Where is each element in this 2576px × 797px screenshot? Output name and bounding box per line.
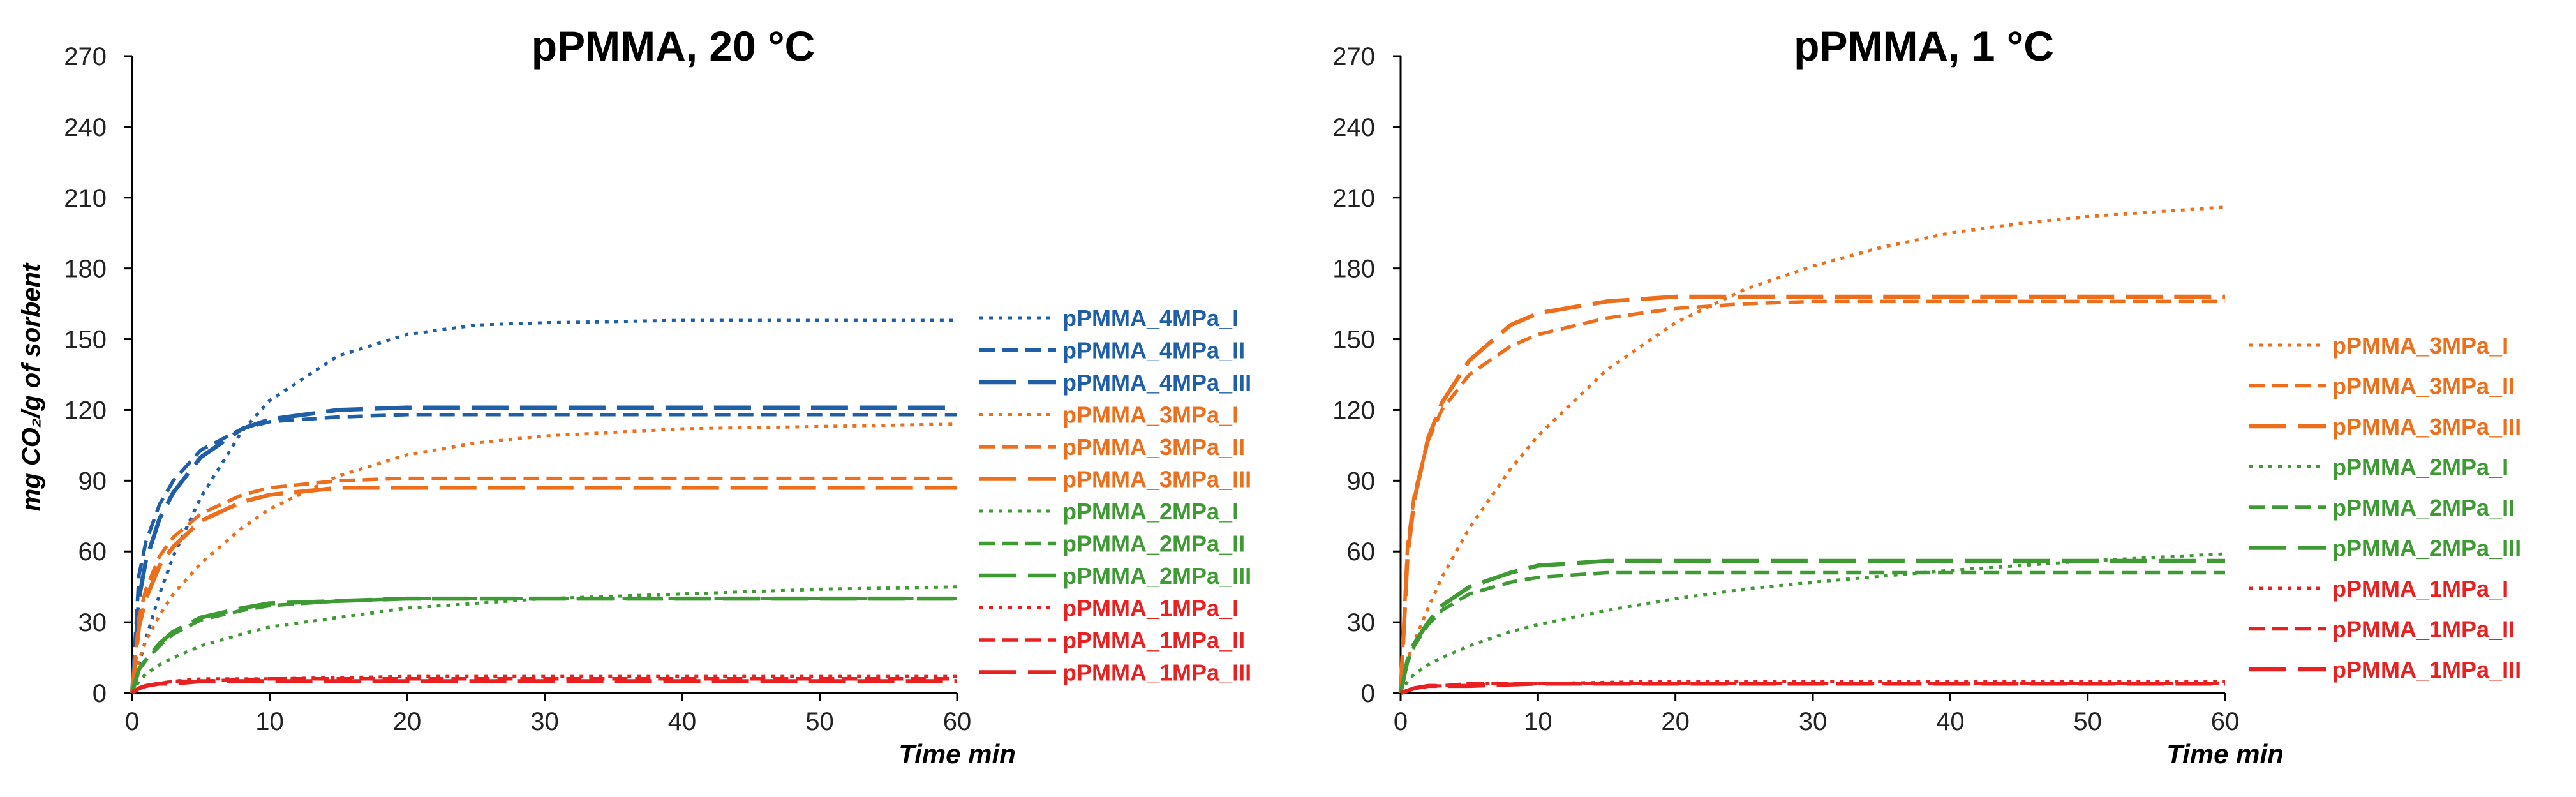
y-tick-label: 240 (1332, 114, 1375, 142)
series-line-pPMMA_2MPa_I (130, 585, 958, 694)
legend-label-pPMMA_1MPa_I: pPMMA_1MPa_I (1062, 595, 1239, 622)
series-line-pPMMA_3MPa_I (130, 422, 958, 694)
legend-label-pPMMA_2MPa_I: pPMMA_2MPa_I (2332, 454, 2508, 480)
chart-title: pPMMA, 20 °C (532, 22, 815, 70)
legend-label-pPMMA_2MPa_III: pPMMA_2MPa_III (2332, 535, 2521, 562)
x-tick-label: 60 (943, 708, 972, 736)
y-axis-label: mg CO₂/g of sorbent (17, 262, 45, 511)
legend-label-pPMMA_3MPa_I: pPMMA_3MPa_I (1062, 402, 1239, 428)
x-tick-label: 50 (2073, 708, 2102, 736)
series-line-pPMMA_4MPa_I (130, 318, 957, 694)
y-tick-label: 90 (78, 467, 107, 495)
legend-label-pPMMA_2MPa_III: pPMMA_2MPa_III (1062, 563, 1251, 589)
legend-label-pPMMA_3MPa_II: pPMMA_3MPa_II (1062, 434, 1245, 460)
y-tick-label: 180 (64, 255, 107, 283)
series-line-pPMMA_2MPa_III (1398, 558, 2225, 694)
x-tick-label: 10 (255, 708, 284, 736)
y-tick-label: 120 (64, 396, 107, 424)
legend-label-pPMMA_4MPa_II: pPMMA_4MPa_II (1062, 338, 1245, 364)
x-tick-label: 0 (1394, 708, 1408, 736)
y-tick-label: 150 (1332, 326, 1375, 354)
series-line-pPMMA_4MPa_II (130, 413, 957, 694)
legend-label-pPMMA_1MPa_III: pPMMA_1MPa_III (2332, 657, 2521, 683)
y-tick-label: 30 (78, 609, 107, 637)
chart-title: pPMMA, 1 °C (1794, 22, 2054, 70)
series-line-pPMMA_3MPa_I (1399, 205, 2226, 694)
x-axis-label: Time min (2166, 739, 2284, 769)
x-tick-label: 20 (1661, 708, 1690, 736)
x-tick-label: 20 (393, 708, 422, 736)
x-axis-label: Time min (898, 739, 1016, 769)
y-tick-label: 270 (64, 43, 107, 71)
legend-label-pPMMA_1MPa_III: pPMMA_1MPa_III (1062, 660, 1251, 686)
y-tick-label: 210 (1332, 184, 1375, 212)
x-tick-label: 30 (530, 708, 559, 736)
legend-label-pPMMA_4MPa_I: pPMMA_4MPa_I (1062, 305, 1239, 331)
y-tick-label: 0 (93, 680, 107, 708)
series-line-pPMMA_3MPa_III (130, 486, 957, 694)
y-tick-label: 60 (78, 538, 107, 566)
series-line-pPMMA_3MPa_II (130, 476, 957, 694)
legend-label-pPMMA_3MPa_III: pPMMA_3MPa_III (2332, 413, 2521, 440)
y-tick-label: 150 (64, 326, 107, 354)
legend-label-pPMMA_1MPa_II: pPMMA_1MPa_II (2332, 616, 2515, 643)
legend-label-pPMMA_2MPa_II: pPMMA_2MPa_II (2332, 495, 2515, 521)
legend-label-pPMMA_4MPa_III: pPMMA_4MPa_III (1062, 369, 1251, 396)
y-tick-label: 180 (1332, 255, 1375, 283)
series-line-pPMMA_1MPa_III (131, 679, 957, 695)
y-tick-label: 210 (64, 184, 107, 212)
series-line-pPMMA_3MPa_III (1398, 294, 2225, 694)
y-tick-label: 60 (1347, 538, 1376, 566)
x-tick-label: 0 (125, 708, 139, 736)
x-tick-label: 30 (1799, 708, 1828, 736)
chart-panel-1: pPMMA, 20 °C 0 30 60 90 120 150 180 210 240 270 0 10… (17, 22, 1251, 769)
x-tick-label: 40 (1936, 708, 1965, 736)
series-line-pPMMA_4MPa_III (130, 405, 957, 694)
series-line-pPMMA_1MPa_III (1399, 681, 2225, 696)
y-tick-label: 90 (1347, 467, 1376, 495)
legend-label-pPMMA_3MPa_III: pPMMA_3MPa_III (1062, 466, 1251, 493)
series-line-pPMMA_2MPa_II (1399, 570, 2225, 694)
x-tick-label: 50 (805, 708, 834, 736)
legend-label-pPMMA_2MPa_I: pPMMA_2MPa_I (1062, 498, 1239, 525)
y-tick-label: 240 (64, 114, 107, 142)
legend-label-pPMMA_3MPa_I: pPMMA_3MPa_I (2332, 332, 2508, 359)
legend-label-pPMMA_3MPa_II: pPMMA_3MPa_II (2332, 373, 2515, 399)
legend-label-pPMMA_1MPa_II: pPMMA_1MPa_II (1062, 627, 1245, 653)
y-tick-label: 0 (1361, 680, 1375, 708)
x-tick-label: 60 (2211, 708, 2240, 736)
legend-label-pPMMA_1MPa_I: pPMMA_1MPa_I (2332, 576, 2508, 602)
series-line-pPMMA_2MPa_III (130, 596, 957, 694)
series-line-pPMMA_2MPa_I (1399, 552, 2226, 694)
legend-label-pPMMA_2MPa_II: pPMMA_2MPa_II (1062, 531, 1245, 557)
y-tick-label: 30 (1347, 609, 1376, 637)
x-tick-label: 10 (1524, 708, 1552, 736)
x-tick-label: 40 (668, 708, 697, 736)
series-line-pPMMA_3MPa_II (1399, 299, 2225, 694)
y-tick-label: 270 (1332, 43, 1375, 71)
y-tick-label: 120 (1332, 396, 1375, 424)
chart-panel-2: pPMMA, 1 °C 0 30 60 90 120 150 180 210 240 270 0 10 2… (1332, 22, 2521, 769)
